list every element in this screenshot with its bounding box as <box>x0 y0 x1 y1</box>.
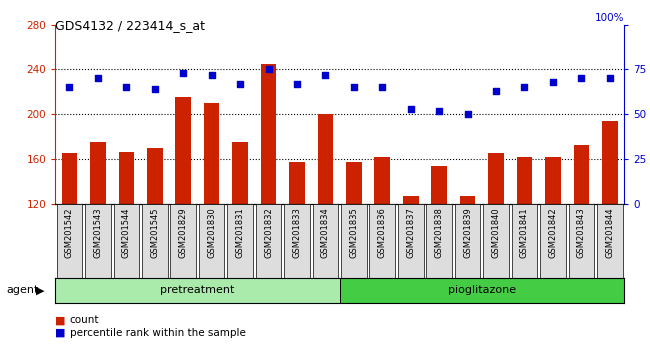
Text: GSM201545: GSM201545 <box>150 207 159 258</box>
Text: count: count <box>70 315 99 325</box>
Bar <box>545 156 561 204</box>
Text: GSM201829: GSM201829 <box>179 207 188 258</box>
Text: GSM201834: GSM201834 <box>321 207 330 258</box>
Text: GSM201844: GSM201844 <box>605 207 614 258</box>
Bar <box>573 145 589 204</box>
FancyBboxPatch shape <box>284 204 310 278</box>
Text: agent: agent <box>6 285 39 295</box>
Point <box>207 72 217 78</box>
Bar <box>374 156 390 204</box>
Bar <box>517 156 532 204</box>
Bar <box>147 148 162 204</box>
Point <box>519 85 530 90</box>
Bar <box>261 64 276 204</box>
Text: ■: ■ <box>55 328 66 338</box>
FancyBboxPatch shape <box>455 204 480 278</box>
Bar <box>403 196 419 204</box>
Text: GSM201841: GSM201841 <box>520 207 529 258</box>
FancyBboxPatch shape <box>170 204 196 278</box>
Text: pioglitazone: pioglitazone <box>448 285 516 295</box>
Bar <box>602 121 617 204</box>
Text: GSM201832: GSM201832 <box>264 207 273 258</box>
Text: GSM201842: GSM201842 <box>549 207 558 258</box>
FancyBboxPatch shape <box>85 204 111 278</box>
Point <box>406 106 416 112</box>
Text: 100%: 100% <box>595 13 624 23</box>
Point <box>576 76 586 81</box>
Text: GSM201542: GSM201542 <box>65 207 74 258</box>
FancyBboxPatch shape <box>540 204 566 278</box>
Bar <box>346 162 361 204</box>
Bar <box>432 166 447 204</box>
Point <box>121 85 131 90</box>
FancyBboxPatch shape <box>255 204 281 278</box>
Bar <box>176 97 191 204</box>
Bar <box>488 153 504 204</box>
Point <box>462 111 473 117</box>
FancyBboxPatch shape <box>57 204 83 278</box>
Bar <box>204 103 220 204</box>
Text: GSM201843: GSM201843 <box>577 207 586 258</box>
Text: GSM201837: GSM201837 <box>406 207 415 258</box>
Point <box>348 85 359 90</box>
FancyBboxPatch shape <box>597 204 623 278</box>
Bar <box>118 152 134 204</box>
Point <box>548 79 558 85</box>
Text: GSM201835: GSM201835 <box>349 207 358 258</box>
Text: GSM201544: GSM201544 <box>122 207 131 258</box>
Point <box>235 81 245 87</box>
FancyBboxPatch shape <box>369 204 395 278</box>
Text: pretreatment: pretreatment <box>161 285 235 295</box>
Text: ▶: ▶ <box>36 285 44 295</box>
FancyBboxPatch shape <box>483 204 509 278</box>
Point <box>64 85 75 90</box>
FancyBboxPatch shape <box>114 204 139 278</box>
Point <box>263 67 274 72</box>
Point <box>93 76 103 81</box>
Point <box>178 70 188 76</box>
Point <box>320 72 331 78</box>
Bar <box>62 153 77 204</box>
FancyBboxPatch shape <box>199 204 224 278</box>
Text: GSM201833: GSM201833 <box>292 207 302 258</box>
Text: GSM201831: GSM201831 <box>235 207 244 258</box>
Text: GSM201838: GSM201838 <box>435 207 444 258</box>
Bar <box>318 114 333 204</box>
Point <box>377 85 387 90</box>
Text: GSM201839: GSM201839 <box>463 207 472 258</box>
Bar <box>289 162 305 204</box>
Text: percentile rank within the sample: percentile rank within the sample <box>70 328 246 338</box>
Bar <box>90 142 106 204</box>
FancyBboxPatch shape <box>142 204 168 278</box>
Point <box>491 88 501 94</box>
FancyBboxPatch shape <box>569 204 594 278</box>
Point <box>604 76 615 81</box>
Bar <box>460 196 475 204</box>
Text: GSM201543: GSM201543 <box>94 207 103 258</box>
FancyBboxPatch shape <box>398 204 424 278</box>
Point <box>434 108 445 113</box>
Text: GDS4132 / 223414_s_at: GDS4132 / 223414_s_at <box>55 19 205 33</box>
Text: ■: ■ <box>55 315 66 325</box>
Text: GSM201830: GSM201830 <box>207 207 216 258</box>
FancyBboxPatch shape <box>227 204 253 278</box>
Text: GSM201840: GSM201840 <box>491 207 500 258</box>
Bar <box>55 278 339 303</box>
Point <box>292 81 302 87</box>
FancyBboxPatch shape <box>512 204 538 278</box>
Point <box>150 86 160 92</box>
FancyBboxPatch shape <box>426 204 452 278</box>
Bar <box>339 278 624 303</box>
Bar <box>232 142 248 204</box>
Text: GSM201836: GSM201836 <box>378 207 387 258</box>
FancyBboxPatch shape <box>313 204 338 278</box>
FancyBboxPatch shape <box>341 204 367 278</box>
